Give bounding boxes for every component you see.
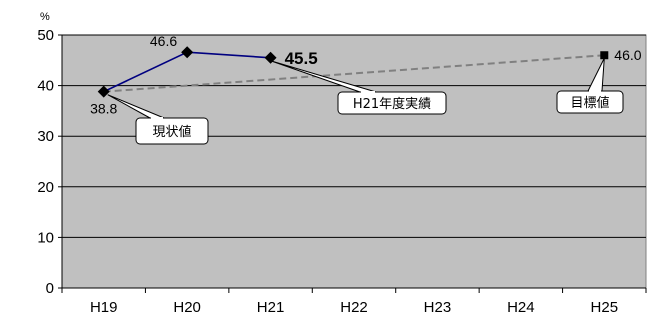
data-labels: 46.0 38.8 46.6 45.5 [90, 33, 642, 116]
data-label-H20: 46.6 [150, 33, 177, 49]
callout-text: 現状値 [152, 124, 191, 140]
callout-2: 目標値 [556, 58, 624, 114]
y-tick-label-0: 0 [46, 280, 54, 297]
data-markers [97, 46, 609, 98]
y-tick-label-30: 30 [37, 128, 54, 145]
callout-text: H21年度実績 [353, 96, 431, 112]
plot-area [61, 34, 647, 289]
series-line-1 [103, 54, 605, 93]
x-tick-label-H20: H20 [173, 299, 201, 316]
marker-H25 [600, 51, 609, 60]
axis-ticks: 0 10 20 30 40 50 H19 H20 H21 H22 H23 H24 H25 [37, 27, 618, 316]
y-axis-unit-label: % [40, 11, 50, 23]
y-tick-label-50: 50 [37, 27, 54, 44]
callout-text: 目標値 [570, 95, 609, 111]
x-tick-label-H22: H22 [340, 299, 368, 316]
data-label-H21: 45.5 [285, 49, 318, 68]
marker-H20 [181, 46, 194, 59]
x-tick-label-H19: H19 [90, 299, 118, 316]
callout-1: H21年度実績 [270, 60, 447, 115]
marker-H19 [97, 85, 110, 98]
x-tick-label-H21: H21 [257, 299, 285, 316]
marker-H21 [264, 51, 277, 64]
callout-0: 現状値 [107, 94, 209, 145]
x-tick-label-H25: H25 [591, 299, 619, 316]
y-tick-label-40: 40 [37, 78, 54, 95]
y-tick-label-10: 10 [37, 229, 54, 246]
callout-box [337, 91, 447, 115]
data-label-H19: 38.8 [90, 101, 117, 117]
data-label-H25: 46.0 [614, 47, 641, 63]
callout-box [135, 117, 209, 145]
callouts: 現状値 H21年度実績 目標値 [107, 58, 624, 145]
x-tick-label-H23: H23 [424, 299, 452, 316]
x-tick-label-H24: H24 [507, 299, 535, 316]
y-tick-label-20: 20 [37, 179, 54, 196]
